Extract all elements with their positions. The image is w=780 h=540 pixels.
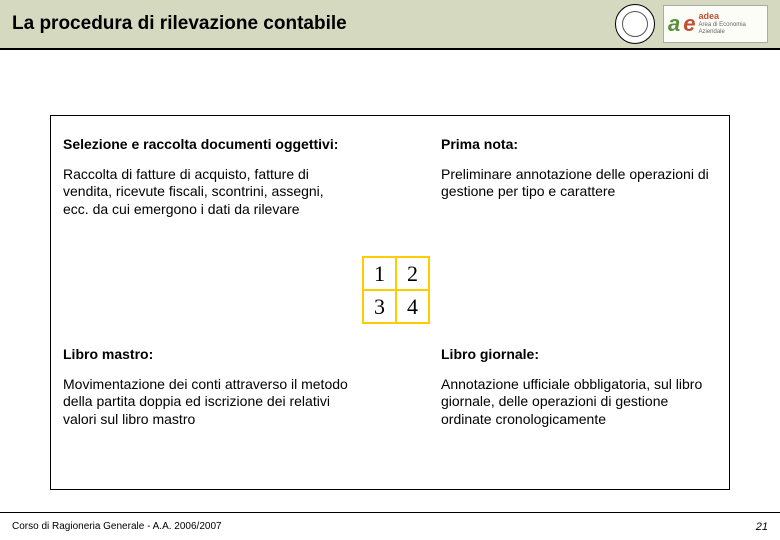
q1-title: Selezione e raccolta documenti oggettivi… (63, 136, 353, 154)
slide-title: La procedura di rilevazione contabile (12, 13, 347, 35)
quadrant-2: Prima nota: Preliminare annotazione dell… (441, 136, 716, 201)
brand-letter-a-icon: a (668, 11, 680, 37)
footer-course: Corso di Ragioneria Generale - A.A. 2006… (12, 521, 222, 532)
q1-body: Raccolta di fatture di acquisto, fatture… (63, 166, 353, 219)
content-frame: Selezione e raccolta documenti oggettivi… (50, 115, 730, 490)
q4-body: Annotazione ufficiale obbligatoria, sul … (441, 376, 716, 429)
q4-title: Libro giornale: (441, 346, 716, 364)
cell-1: 1 (362, 256, 396, 290)
q2-title: Prima nota: (441, 136, 716, 154)
q3-body: Movimentazione dei conti attraverso il m… (63, 376, 353, 429)
slide-footer: Corso di Ragioneria Generale - A.A. 2006… (0, 512, 780, 540)
quadrant-4: Libro giornale: Annotazione ufficiale ob… (441, 346, 716, 428)
q2-body: Preliminare annotazione delle operazioni… (441, 166, 716, 201)
cell-4: 4 (396, 290, 430, 324)
brand-name: adea (699, 12, 764, 22)
quadrant-3: Libro mastro: Movimentazione dei conti a… (63, 346, 353, 428)
brand-text-block: adea Area di Economia Aziendale (699, 12, 764, 35)
brand-letter-e-icon: e (683, 11, 695, 37)
brand-subtitle: Area di Economia Aziendale (699, 22, 764, 35)
header-logos: a e adea Area di Economia Aziendale (615, 4, 768, 44)
brand-logo: a e adea Area di Economia Aziendale (663, 5, 768, 43)
cell-3: 3 (362, 290, 396, 324)
quadrant-1: Selezione e raccolta documenti oggettivi… (63, 136, 353, 218)
slide-header: La procedura di rilevazione contabile a … (0, 0, 780, 50)
q3-title: Libro mastro: (63, 346, 353, 364)
university-seal-icon (615, 4, 655, 44)
cell-2: 2 (396, 256, 430, 290)
center-number-grid: 1 2 3 4 (362, 256, 430, 324)
page-number: 21 (756, 521, 768, 533)
